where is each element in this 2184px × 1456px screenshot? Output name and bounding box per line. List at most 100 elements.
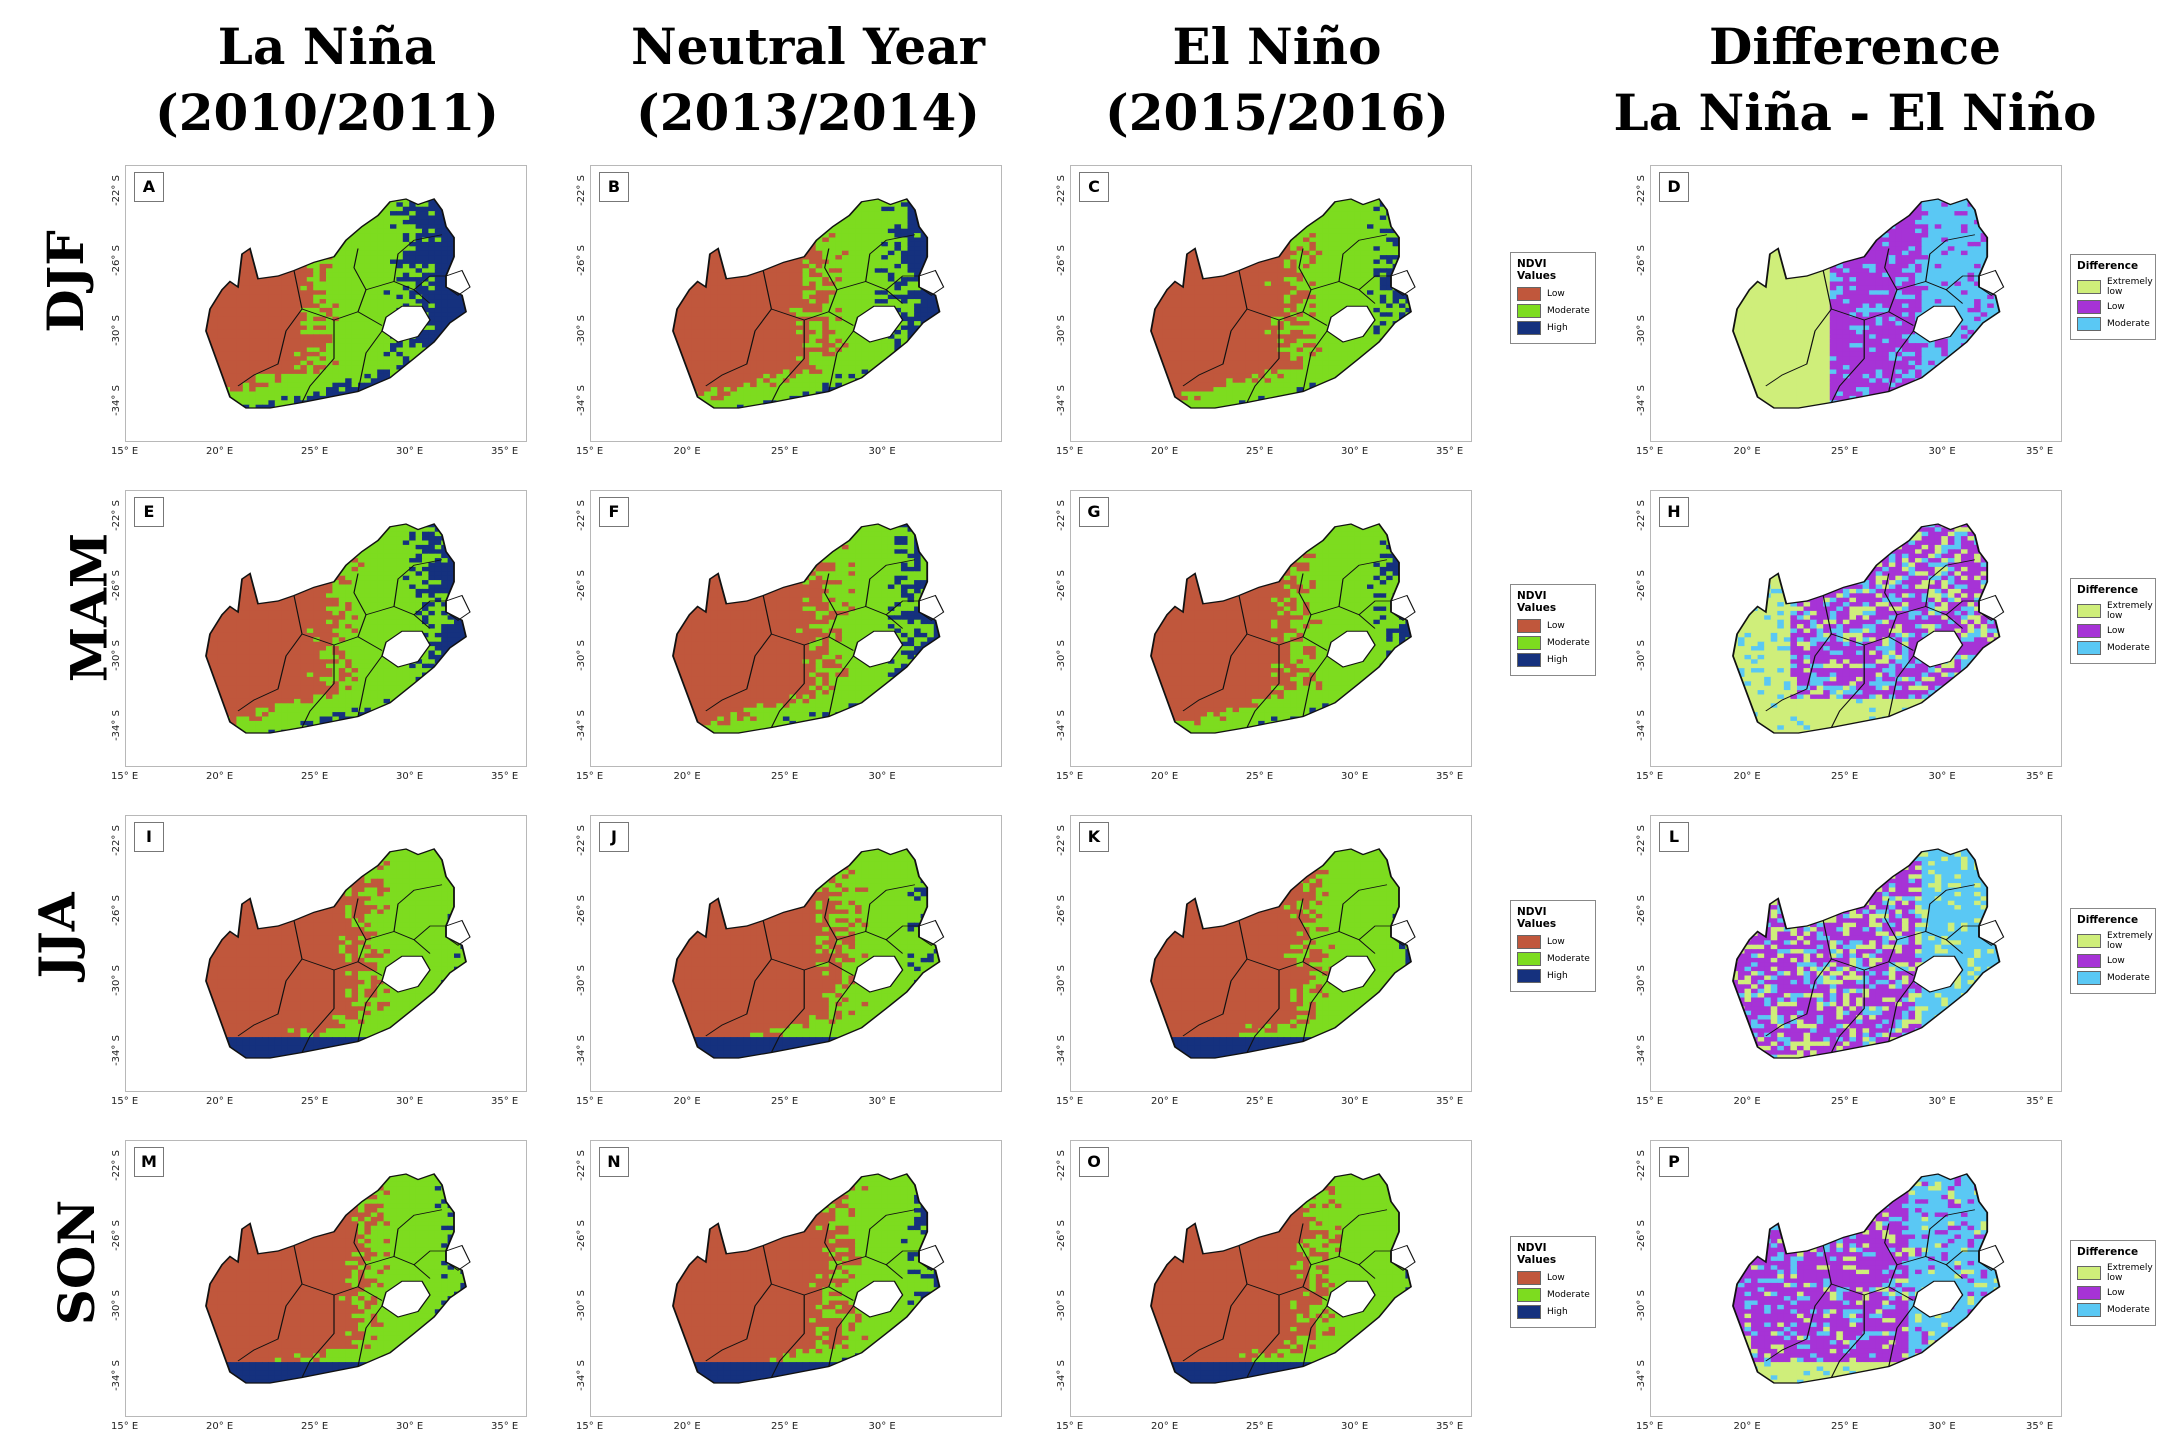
map-cell (848, 259, 856, 265)
map-cell (332, 373, 340, 379)
map-cell (281, 365, 289, 370)
map-cell (332, 400, 340, 406)
lat-tick: -22° S (566, 175, 597, 206)
map-cell (796, 369, 804, 375)
map-cell (868, 199, 876, 203)
map-cell (230, 325, 237, 331)
map-cell (402, 356, 410, 362)
map-cell (396, 400, 404, 406)
map-cell (428, 382, 436, 388)
map-cell (796, 246, 804, 252)
map-cell (894, 343, 902, 348)
map-cell (287, 343, 295, 348)
map-cell (306, 281, 314, 287)
map-cell (415, 338, 423, 344)
map-cell (210, 307, 218, 313)
map-cell (914, 290, 922, 296)
map-cell (223, 365, 231, 370)
map-cell (776, 263, 784, 269)
map-cell (881, 414, 888, 419)
map-cell (338, 395, 346, 401)
map-cell (736, 343, 745, 348)
map-cell (848, 268, 856, 274)
map-cell (691, 303, 699, 309)
map-cell (434, 259, 442, 265)
map-cell (940, 251, 947, 256)
map-cell (249, 316, 257, 322)
map-cell (927, 347, 935, 353)
map-cell (697, 224, 705, 230)
map-cell (300, 334, 308, 340)
map-cell (848, 395, 856, 401)
map-cell (750, 215, 758, 221)
map-cell (782, 263, 791, 269)
map-cell (422, 194, 429, 199)
row-header: DJF (14, 230, 95, 333)
map-cell (1271, 199, 1278, 203)
map-cell (217, 321, 225, 326)
map-cell (750, 360, 758, 366)
map-cell (441, 237, 449, 243)
map-cell (947, 356, 954, 361)
map-cell (326, 219, 333, 225)
map-panel: C (1070, 165, 1472, 442)
map-cell (210, 382, 218, 388)
map-cell (326, 299, 333, 304)
map-cell (881, 224, 889, 230)
map-cell (736, 263, 745, 269)
map-cell (351, 329, 359, 335)
map-cell (242, 268, 250, 274)
map-cell (665, 220, 672, 225)
map-cell (255, 356, 263, 362)
map-cell (473, 229, 480, 234)
map-cell (673, 351, 679, 357)
map-cell (756, 263, 764, 269)
map-cell (351, 233, 359, 238)
map-cell (467, 326, 474, 331)
map-cell (223, 360, 231, 366)
map-cell (1151, 228, 1157, 234)
map-cell (717, 241, 725, 247)
map-cell (249, 219, 257, 225)
map-cell (776, 378, 784, 384)
map-cell (927, 237, 935, 243)
map-cell (673, 250, 679, 256)
map-cell (326, 404, 333, 408)
panel-label: C (1079, 172, 1109, 202)
map-cell (907, 343, 915, 348)
map-cell (358, 206, 365, 212)
map-cell (211, 409, 218, 414)
map-cell (249, 387, 257, 392)
map-cell (281, 369, 289, 375)
map-cell (415, 215, 423, 221)
map-cell (815, 228, 823, 234)
map-cell (402, 285, 410, 291)
map-cell (454, 338, 461, 344)
map-cell (390, 250, 397, 256)
map-cell (710, 224, 718, 230)
map-cell (370, 360, 378, 366)
map-cell (894, 409, 901, 414)
map-cell (441, 228, 449, 234)
map-cell (769, 237, 777, 243)
map-cell (415, 400, 423, 406)
map-cell (198, 414, 205, 419)
map-cell (473, 202, 480, 207)
map-cell (789, 272, 797, 278)
map-cell (835, 233, 843, 238)
map-cell (914, 351, 922, 357)
map-cell (268, 338, 276, 344)
map-cell (828, 356, 836, 362)
map-cell (914, 404, 922, 408)
map-cell (717, 409, 724, 414)
map-cell (306, 268, 314, 274)
map-cell (1200, 237, 1208, 243)
map-cell (287, 294, 295, 300)
map-cell (1213, 199, 1221, 203)
map-cell (441, 241, 449, 247)
map-cell (454, 285, 461, 291)
map-cell (255, 307, 263, 313)
map-cell (262, 199, 269, 203)
map-cell (665, 242, 672, 247)
map-cell (802, 334, 810, 340)
